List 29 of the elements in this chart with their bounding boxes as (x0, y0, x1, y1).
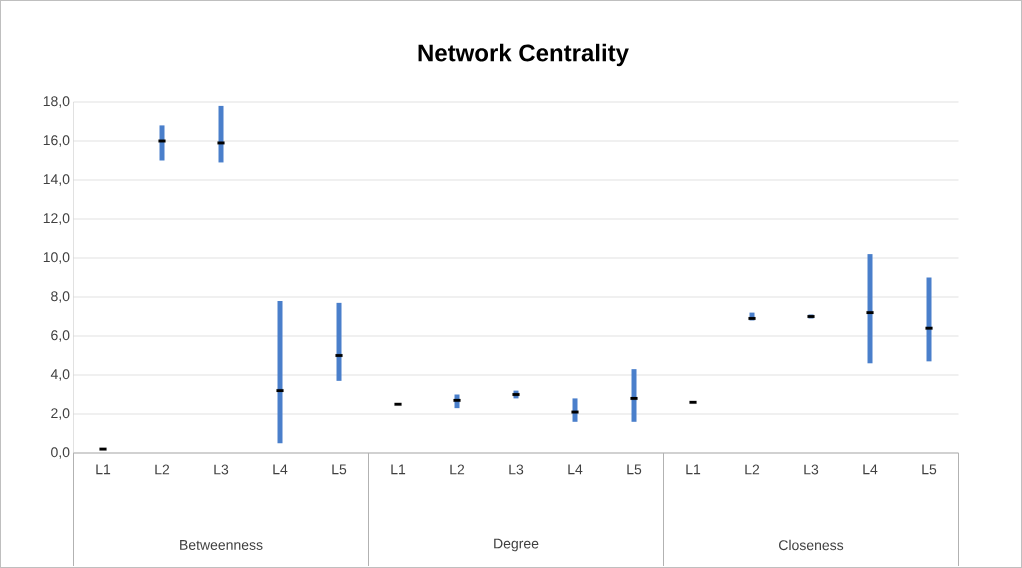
text: Closeness (779, 539, 844, 551)
x-tick-label: L2 (745, 464, 760, 475)
y-tick-label: 10,0 (43, 252, 70, 264)
y-tick-label: 18,0 (43, 96, 70, 108)
x-tick-label: L2 (450, 464, 465, 475)
y-tick-label: 4,0 (50, 369, 70, 381)
y-tick-label: 8,0 (51, 291, 70, 303)
y-tick-label: 12,0 (43, 213, 70, 225)
x-tick-label: L3 (214, 464, 229, 475)
x-tick-label: L1 (391, 464, 406, 475)
x-tick-label: L2 (155, 464, 170, 475)
x-tick-label: L3 (509, 464, 524, 475)
text: Degree (494, 538, 539, 552)
x-tick-label: L5 (332, 464, 347, 475)
x-tick-label: L3 (804, 464, 819, 475)
y-tick-label: 0,0 (51, 447, 70, 459)
y-tick-label: 14,0 (43, 174, 70, 186)
y-tick-label: 6,0 (51, 330, 70, 342)
y-tick-label: 16,0 (43, 135, 70, 147)
y-tick-label: 2,0 (51, 408, 70, 420)
x-tick-label: L4 (568, 464, 583, 475)
x-tick-label: L5 (922, 464, 937, 475)
x-tick-label: L4 (273, 464, 288, 475)
x-tick-label: L5 (627, 464, 642, 475)
chart-title: Network Centrality (418, 43, 629, 67)
x-tick-label: L1 (686, 464, 701, 475)
x-tick-label: L1 (96, 464, 111, 475)
text: Betweenness (180, 540, 263, 550)
x-tick-label: L4 (863, 464, 878, 475)
